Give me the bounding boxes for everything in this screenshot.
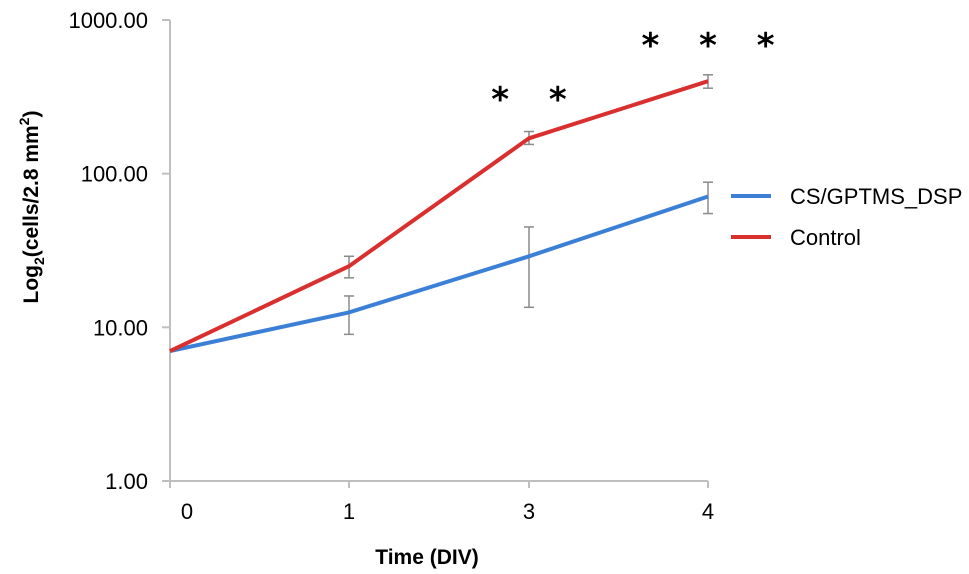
legend-label: Control: [790, 225, 861, 250]
significance-marker: * *: [491, 80, 580, 120]
significance-annotations: * * * * *: [491, 26, 788, 120]
x-tick-label: 4: [702, 499, 714, 524]
series-line-cs-gptms-dsp: [169, 194, 709, 354]
x-tick-label: 1: [343, 499, 355, 524]
y-tick-labels: 1.00 10.00 100.00 1000.00: [68, 8, 148, 494]
y-tick-label: 10.00: [93, 315, 148, 340]
x-tick-label: 3: [523, 499, 535, 524]
y-axis-title-suffix: ): [20, 111, 43, 118]
x-tick-labels: 0 1 3 4: [181, 499, 714, 524]
y-axis-title: Log2(cells/2.8 mm2): [16, 111, 47, 304]
x-axis-title: Time (DIV): [375, 546, 478, 569]
y-axis-title-superscript: 2: [16, 117, 32, 125]
y-axis-title-subscript: 2: [31, 257, 47, 265]
series-lines: [169, 79, 709, 354]
y-axis-title-prefix: Log: [20, 265, 43, 303]
y-tick-label: 1000.00: [68, 8, 148, 33]
axes: [162, 19, 709, 488]
y-tick-label: 100.00: [81, 162, 148, 187]
y-axis-title-main: (cells/2.8 mm: [20, 125, 43, 257]
y-tick-label: 1.00: [105, 469, 148, 494]
legend-label: CS/GPTMS_DSP: [790, 184, 962, 209]
legend: CS/GPTMS_DSP Control: [731, 184, 962, 250]
series-line-control: [169, 79, 709, 353]
significance-marker: * * *: [641, 26, 788, 66]
x-tick-label: 0: [181, 499, 193, 524]
